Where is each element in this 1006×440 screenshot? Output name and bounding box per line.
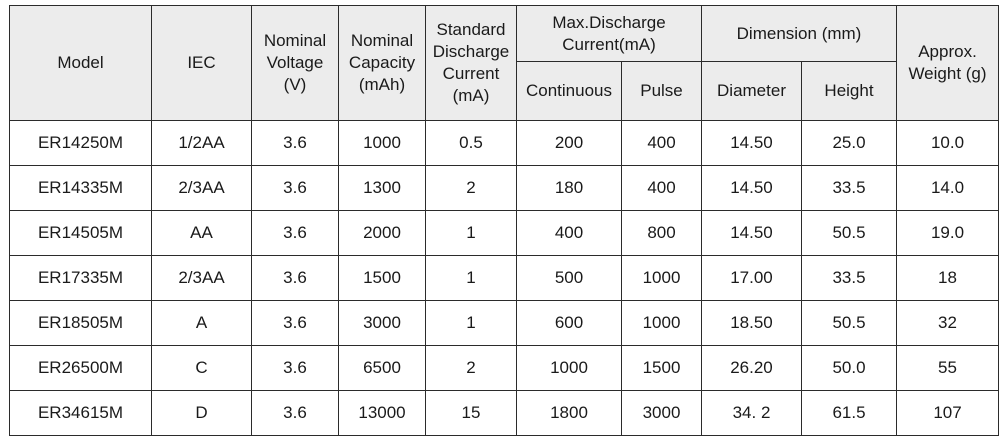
cell-standard-discharge: 15 bbox=[425, 390, 517, 436]
cell-capacity: 1300 bbox=[338, 165, 426, 211]
cell-continuous: 200 bbox=[516, 120, 622, 166]
header-model: Model bbox=[9, 5, 152, 121]
cell-voltage: 3.6 bbox=[251, 120, 339, 166]
cell-standard-discharge: 1 bbox=[425, 210, 517, 256]
header-nominal-voltage: Nominal Voltage (V) bbox=[251, 5, 339, 121]
table-row: ER18505M A 3.6 3000 1 600 1000 18.50 50.… bbox=[9, 300, 999, 346]
cell-standard-discharge: 1 bbox=[425, 255, 517, 301]
cell-model: ER14250M bbox=[9, 120, 152, 166]
cell-weight: 18 bbox=[896, 255, 999, 301]
cell-height: 61.5 bbox=[801, 390, 897, 436]
cell-pulse: 800 bbox=[621, 210, 702, 256]
cell-pulse: 400 bbox=[621, 165, 702, 211]
cell-standard-discharge: 2 bbox=[425, 345, 517, 391]
header-nominal-capacity: Nominal Capacity (mAh) bbox=[338, 5, 426, 121]
cell-capacity: 13000 bbox=[338, 390, 426, 436]
cell-model: ER14335M bbox=[9, 165, 152, 211]
cell-weight: 55 bbox=[896, 345, 999, 391]
table-row: ER34615M D 3.6 13000 15 1800 3000 34. 2 … bbox=[9, 390, 999, 436]
header-approx-weight: Approx. Weight (g) bbox=[896, 5, 999, 121]
cell-capacity: 1500 bbox=[338, 255, 426, 301]
header-row-primary: Model IEC Nominal Voltage (V) Nominal Ca… bbox=[9, 5, 999, 121]
cell-pulse: 1000 bbox=[621, 255, 702, 301]
cell-diameter: 26.20 bbox=[701, 345, 802, 391]
cell-pulse: 400 bbox=[621, 120, 702, 166]
header-pulse: Pulse bbox=[621, 61, 702, 121]
cell-continuous: 1800 bbox=[516, 390, 622, 436]
cell-continuous: 500 bbox=[516, 255, 622, 301]
cell-voltage: 3.6 bbox=[251, 255, 339, 301]
cell-continuous: 400 bbox=[516, 210, 622, 256]
spec-table-container: Model IEC Nominal Voltage (V) Nominal Ca… bbox=[9, 5, 999, 436]
cell-weight: 32 bbox=[896, 300, 999, 346]
cell-model: ER34615M bbox=[9, 390, 152, 436]
cell-standard-discharge: 0.5 bbox=[425, 120, 517, 166]
cell-continuous: 1000 bbox=[516, 345, 622, 391]
cell-capacity: 1000 bbox=[338, 120, 426, 166]
cell-model: ER17335M bbox=[9, 255, 152, 301]
header-diameter: Diameter bbox=[701, 61, 802, 121]
cell-diameter: 14.50 bbox=[701, 120, 802, 166]
cell-diameter: 14.50 bbox=[701, 165, 802, 211]
cell-continuous: 180 bbox=[516, 165, 622, 211]
table-row: ER14335M 2/3AA 3.6 1300 2 180 400 14.50 … bbox=[9, 165, 999, 211]
cell-weight: 10.0 bbox=[896, 120, 999, 166]
cell-pulse: 3000 bbox=[621, 390, 702, 436]
cell-weight: 19.0 bbox=[896, 210, 999, 256]
cell-iec: C bbox=[151, 345, 252, 391]
battery-spec-table: Model IEC Nominal Voltage (V) Nominal Ca… bbox=[9, 5, 999, 436]
header-row-secondary: Continuous Pulse Diameter Height bbox=[10, 61, 999, 121]
cell-height: 33.5 bbox=[801, 165, 897, 211]
cell-height: 50.5 bbox=[801, 300, 897, 346]
header-dimension: Dimension (mm) bbox=[701, 5, 897, 62]
cell-continuous: 600 bbox=[516, 300, 622, 346]
table-row: ER26500M C 3.6 6500 2 1000 1500 26.20 50… bbox=[9, 345, 999, 391]
cell-diameter: 18.50 bbox=[701, 300, 802, 346]
cell-model: ER26500M bbox=[9, 345, 152, 391]
cell-voltage: 3.6 bbox=[251, 345, 339, 391]
cell-iec: D bbox=[151, 390, 252, 436]
cell-voltage: 3.6 bbox=[251, 165, 339, 211]
cell-iec: 1/2AA bbox=[151, 120, 252, 166]
cell-weight: 107 bbox=[896, 390, 999, 436]
cell-voltage: 3.6 bbox=[251, 390, 339, 436]
cell-capacity: 6500 bbox=[338, 345, 426, 391]
header-continuous: Continuous bbox=[516, 61, 622, 121]
table-row: ER14250M 1/2AA 3.6 1000 0.5 200 400 14.5… bbox=[9, 120, 999, 166]
cell-model: ER14505M bbox=[9, 210, 152, 256]
cell-height: 50.0 bbox=[801, 345, 897, 391]
cell-diameter: 17.00 bbox=[701, 255, 802, 301]
cell-pulse: 1000 bbox=[621, 300, 702, 346]
cell-height: 25.0 bbox=[801, 120, 897, 166]
cell-capacity: 2000 bbox=[338, 210, 426, 256]
cell-standard-discharge: 2 bbox=[425, 165, 517, 211]
header-iec: IEC bbox=[151, 5, 252, 121]
cell-iec: A bbox=[151, 300, 252, 346]
header-height: Height bbox=[801, 61, 897, 121]
cell-capacity: 3000 bbox=[338, 300, 426, 346]
cell-height: 50.5 bbox=[801, 210, 897, 256]
cell-voltage: 3.6 bbox=[251, 300, 339, 346]
cell-diameter: 34. 2 bbox=[701, 390, 802, 436]
cell-height: 33.5 bbox=[801, 255, 897, 301]
cell-diameter: 14.50 bbox=[701, 210, 802, 256]
header-standard-discharge: Standard Discharge Current (mA) bbox=[425, 5, 517, 121]
cell-model: ER18505M bbox=[9, 300, 152, 346]
cell-pulse: 1500 bbox=[621, 345, 702, 391]
cell-iec: 2/3AA bbox=[151, 255, 252, 301]
cell-iec: 2/3AA bbox=[151, 165, 252, 211]
table-row: ER17335M 2/3AA 3.6 1500 1 500 1000 17.00… bbox=[9, 255, 999, 301]
cell-weight: 14.0 bbox=[896, 165, 999, 211]
header-max-discharge: Max.Discharge Current(mA) bbox=[516, 5, 702, 62]
cell-iec: AA bbox=[151, 210, 252, 256]
table-row: ER14505M AA 3.6 2000 1 400 800 14.50 50.… bbox=[9, 210, 999, 256]
cell-standard-discharge: 1 bbox=[425, 300, 517, 346]
cell-voltage: 3.6 bbox=[251, 210, 339, 256]
